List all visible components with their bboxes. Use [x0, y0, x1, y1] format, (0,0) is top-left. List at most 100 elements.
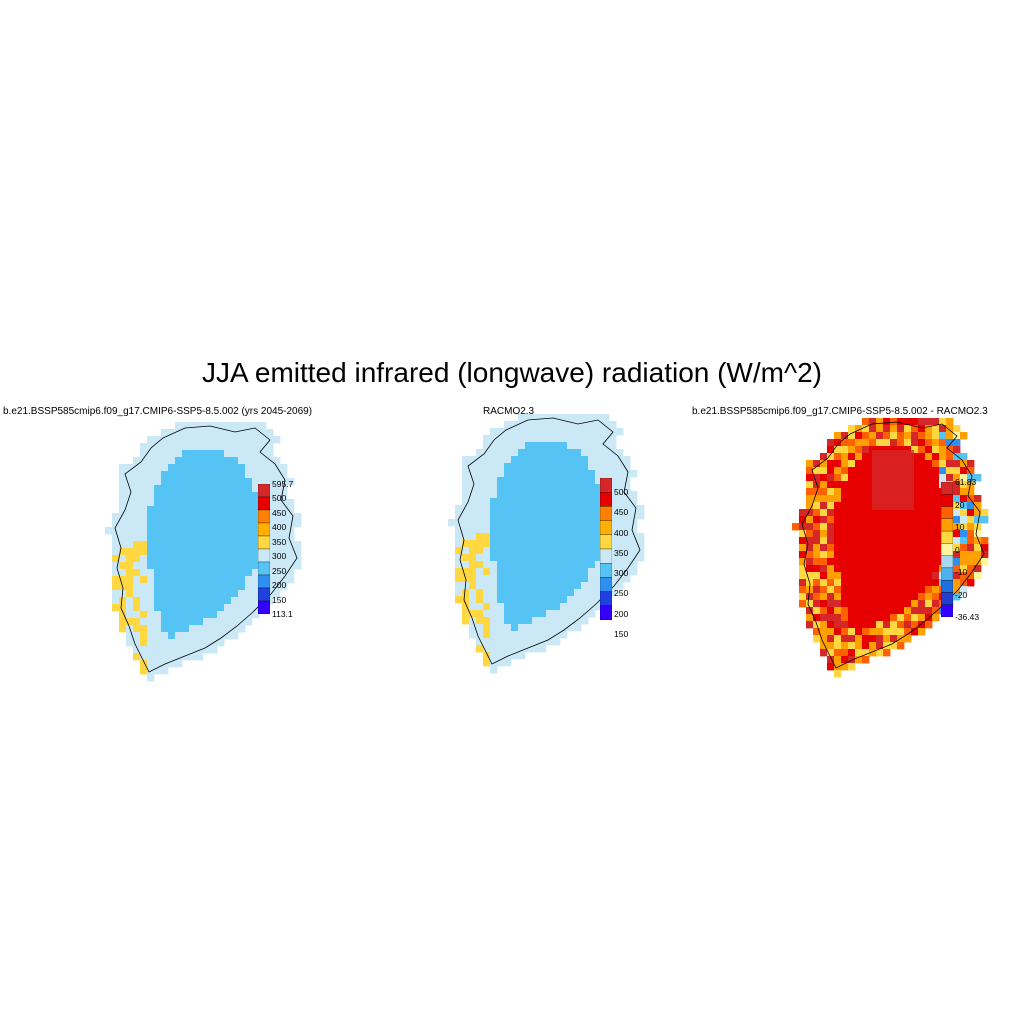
panel-title-diff: b.e21.BSSP585cmip6.f09_g17.CMIP6-SSP5-8.… [692, 406, 988, 417]
map-grid-cell [532, 547, 540, 555]
map-grid-cell [855, 446, 863, 454]
map-grid-cell [827, 481, 835, 489]
map-grid-cell [210, 471, 218, 479]
map-grid-cell [217, 618, 225, 626]
map-grid-cell [869, 635, 877, 643]
map-grid-cell [112, 569, 120, 577]
map-grid-cell [189, 569, 197, 577]
map-grid-cell [960, 474, 968, 482]
map-grid-cell [203, 541, 211, 549]
map-grid-cell [189, 611, 197, 619]
map-grid-cell [497, 491, 505, 499]
map-grid-cell [813, 509, 821, 517]
map-grid-cell [140, 667, 148, 675]
map-grid-cell [525, 491, 533, 499]
map-grid-cell [231, 513, 239, 521]
map-grid-cell [609, 575, 617, 583]
map-grid-cell [140, 520, 148, 528]
map-grid-cell [918, 607, 926, 615]
map-grid-cell [147, 653, 155, 661]
map-grid-cell [497, 533, 505, 541]
map-grid-cell [294, 555, 302, 563]
map-grid-cell [827, 495, 835, 503]
map-grid-cell [203, 555, 211, 563]
map-grid-cell [806, 565, 814, 573]
map-grid-cell [224, 513, 232, 521]
map-grid-cell [497, 652, 505, 660]
map-grid-cell [476, 463, 484, 471]
map-grid-cell [876, 544, 884, 552]
map-grid-cell [504, 561, 512, 569]
map-grid-cell [210, 534, 218, 542]
map-grid-cell [546, 435, 554, 443]
map-grid-cell [168, 569, 176, 577]
map-grid-cell [504, 491, 512, 499]
map-grid-cell [827, 635, 835, 643]
map-grid-cell [953, 495, 961, 503]
map-grid-cell [224, 590, 232, 598]
map-grid-cell [911, 537, 919, 545]
map-grid-cell [224, 527, 232, 535]
map-grid-cell [252, 576, 260, 584]
map-grid-cell [946, 439, 954, 447]
map-grid-cell [518, 568, 526, 576]
map-grid-cell [210, 604, 218, 612]
map-grid-cell [855, 628, 863, 636]
map-grid-cell [581, 547, 589, 555]
map-grid-cell [911, 593, 919, 601]
colorbar-tick-label: 500 [614, 487, 629, 497]
map-grid-cell [462, 526, 470, 534]
map-grid-cell [217, 520, 225, 528]
map-grid-cell [616, 463, 624, 471]
map-grid-cell [869, 642, 877, 650]
map-grid-cell [939, 446, 947, 454]
map-grid-cell [154, 660, 162, 668]
map-grid-cell [476, 512, 484, 520]
map-grid-cell [532, 617, 540, 625]
map-grid-cell [154, 478, 162, 486]
map-grid-cell [567, 624, 575, 632]
map-grid-cell [252, 513, 260, 521]
map-grid-cell [960, 509, 968, 517]
map-grid-cell [862, 600, 870, 608]
map-grid-cell [203, 632, 211, 640]
map-grid-cell [862, 509, 870, 517]
map-grid-cell [616, 456, 624, 464]
map-grid-cell [588, 561, 596, 569]
map-grid-cell [904, 621, 912, 629]
map-grid-cell [518, 645, 526, 653]
map-grid-cell [855, 558, 863, 566]
map-grid-cell [827, 593, 835, 601]
map-grid-cell [799, 593, 807, 601]
map-grid-cell [476, 498, 484, 506]
map-grid-cell [553, 435, 561, 443]
map-grid-cell [553, 491, 561, 499]
map-grid-cell [630, 470, 638, 478]
map-grid-cell [532, 603, 540, 611]
map-grid-cell [168, 583, 176, 591]
map-grid-cell [168, 534, 176, 542]
map-grid-cell [231, 478, 239, 486]
map-grid-cell [497, 484, 505, 492]
map-grid-cell [490, 498, 498, 506]
map-grid-cell [637, 547, 645, 555]
map-grid-cell [511, 645, 519, 653]
map-grid-cell [175, 499, 183, 507]
map-grid-cell [469, 505, 477, 513]
map-grid-cell [518, 540, 526, 548]
map-grid-cell [834, 572, 842, 580]
map-grid-cell [238, 422, 246, 430]
map-grid-cell [273, 562, 281, 570]
map-grid-cell [925, 579, 933, 587]
map-grid-cell [161, 646, 169, 654]
map-grid-cell [252, 443, 260, 451]
map-grid-cell [196, 464, 204, 472]
map-grid-cell [154, 527, 162, 535]
map-grid-cell [904, 544, 912, 552]
map-grid-cell [869, 607, 877, 615]
map-grid-cell [911, 607, 919, 615]
map-grid-cell [273, 485, 281, 493]
map-grid-cell [119, 597, 127, 605]
map-grid-cell [546, 533, 554, 541]
map-grid-cell [974, 544, 982, 552]
